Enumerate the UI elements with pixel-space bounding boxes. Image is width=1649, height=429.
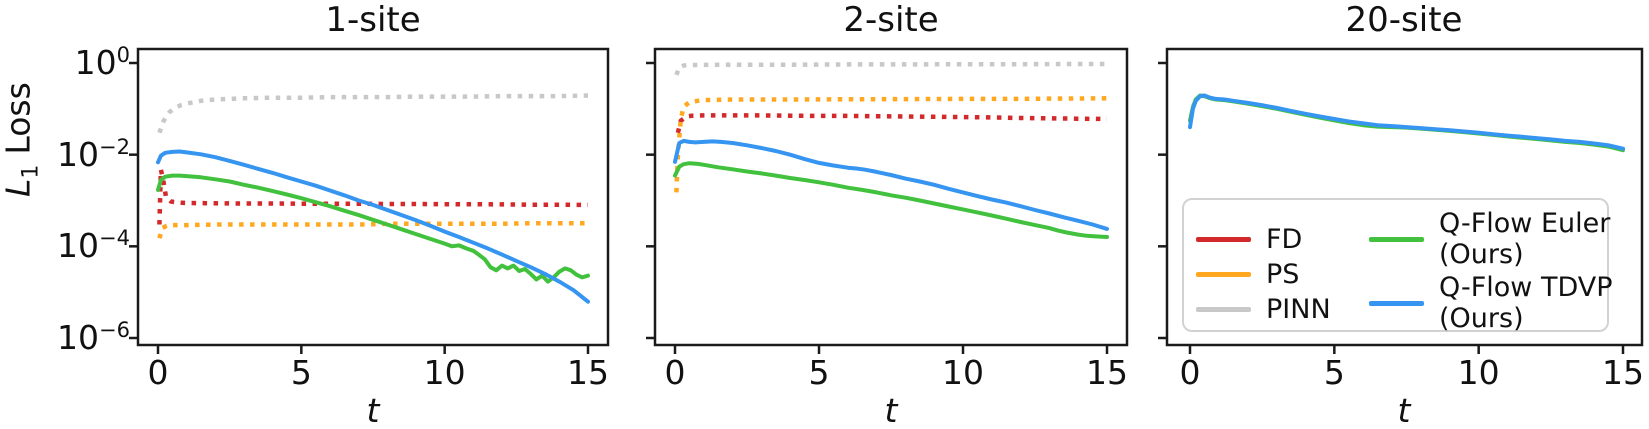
y-tick-label: 10−6 bbox=[57, 317, 130, 357]
legend-item-qflow-euler: Q-Flow Euler (Ours) bbox=[1369, 208, 1610, 270]
series-line-pinn bbox=[157, 93, 589, 134]
series-line-qflowtdvp bbox=[156, 149, 590, 304]
legend-label-fd: FD bbox=[1266, 223, 1303, 255]
series-line-pinn bbox=[674, 61, 1107, 76]
plot-frame-2 bbox=[653, 47, 1129, 347]
legend: FD PS PINN Q-Flow Euler (Ours) Q-Flow TDV… bbox=[1182, 198, 1613, 334]
legend-swatch-ps bbox=[1196, 271, 1251, 277]
x-tick-label: 15 bbox=[567, 353, 609, 392]
legend-item-pinn: PINN bbox=[1196, 292, 1331, 326]
y-axis-label-main: L bbox=[0, 178, 38, 197]
series-line-ps bbox=[674, 96, 1108, 193]
series-line-fd bbox=[157, 167, 589, 225]
series-line-fd bbox=[675, 113, 1108, 134]
x-tick-label: 0 bbox=[1179, 353, 1201, 392]
legend-item-fd: FD bbox=[1196, 222, 1302, 256]
x-tick-label: 15 bbox=[1602, 353, 1644, 392]
y-axis-label-rest: Loss bbox=[0, 82, 38, 155]
x-tick-label: 10 bbox=[942, 353, 984, 392]
legend-label-pinn: PINN bbox=[1266, 293, 1331, 325]
x-tick-label: 10 bbox=[423, 353, 466, 392]
legend-label-qflow-euler: Q-Flow Euler (Ours) bbox=[1439, 208, 1611, 270]
legend-item-ps: PS bbox=[1196, 257, 1299, 291]
subplot-title-20-site: 20-site bbox=[1345, 0, 1463, 40]
y-tick-label: 10−4 bbox=[57, 226, 130, 266]
x-tick-label: 5 bbox=[290, 353, 312, 392]
x-axis-label-3: t bbox=[1397, 391, 1411, 429]
plot-frame-1 bbox=[136, 47, 610, 347]
series-line-qfloweuler bbox=[156, 173, 590, 284]
legend-swatch-fd bbox=[1196, 236, 1251, 242]
plot-frame-3 bbox=[1165, 47, 1644, 347]
y-tick-label: 10−2 bbox=[57, 134, 130, 174]
legend-label-ps: PS bbox=[1266, 258, 1300, 290]
legend-swatch-pinn bbox=[1196, 306, 1251, 312]
subplot-title-1-site: 1-site bbox=[325, 0, 421, 40]
x-tick-label: 0 bbox=[664, 353, 686, 392]
x-tick-label: 15 bbox=[1086, 353, 1128, 392]
series-line-qflowtdvp bbox=[1188, 93, 1625, 151]
x-axis-label-2: t bbox=[884, 391, 898, 429]
series-line-qflowtdvp bbox=[673, 138, 1109, 231]
x-tick-label: 10 bbox=[1457, 353, 1500, 392]
series-line-qfloweuler bbox=[673, 161, 1109, 239]
series-line-ps bbox=[157, 220, 588, 239]
legend-swatch-qflow-euler bbox=[1369, 236, 1424, 242]
legend-label-qflow-tdvp: Q-Flow TDVP (Ours) bbox=[1439, 272, 1613, 334]
y-tick-label: 100 bbox=[74, 43, 130, 82]
legend-swatch-qflow-tdvp bbox=[1369, 300, 1424, 306]
x-axis-label-1: t bbox=[366, 391, 380, 429]
x-tick-label: 0 bbox=[147, 353, 169, 392]
x-tick-label: 5 bbox=[1323, 353, 1345, 392]
x-tick-label: 5 bbox=[808, 353, 830, 392]
subplot-title-2-site: 2-site bbox=[843, 0, 939, 40]
legend-item-qflow-tdvp: Q-Flow TDVP (Ours) bbox=[1369, 272, 1613, 334]
